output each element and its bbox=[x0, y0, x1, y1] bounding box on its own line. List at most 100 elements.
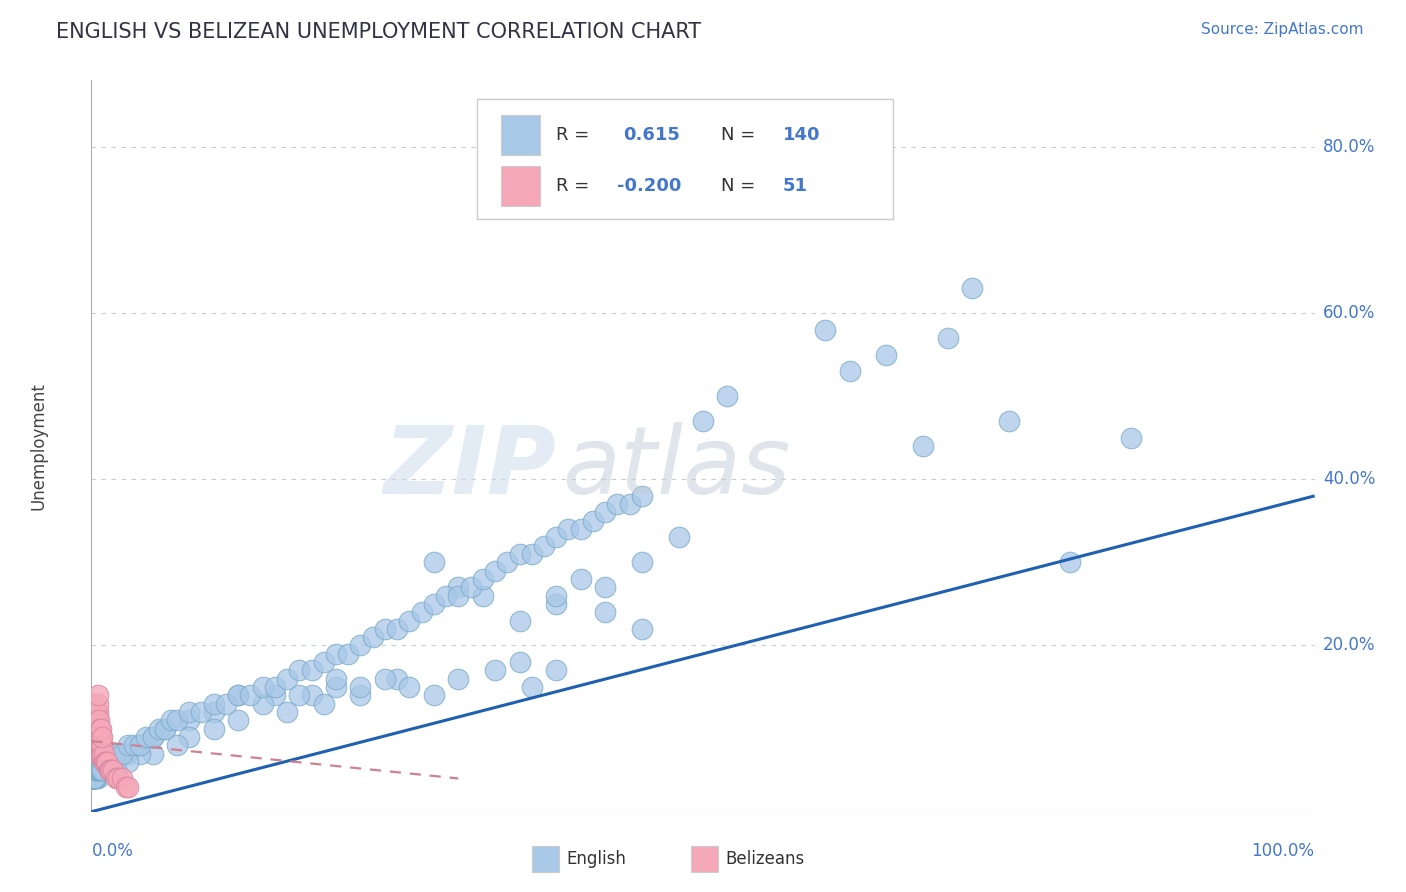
Point bbox=[998, 414, 1021, 428]
Point bbox=[93, 763, 115, 777]
Point bbox=[838, 364, 860, 378]
Point bbox=[90, 722, 112, 736]
Point bbox=[582, 514, 605, 528]
Point bbox=[179, 730, 201, 744]
Point bbox=[86, 772, 108, 786]
Point bbox=[96, 755, 118, 769]
Point bbox=[87, 763, 110, 777]
Point bbox=[87, 730, 110, 744]
Point bbox=[84, 697, 107, 711]
Point bbox=[104, 747, 127, 761]
Point bbox=[264, 680, 287, 694]
Point bbox=[84, 722, 107, 736]
Point bbox=[226, 689, 249, 703]
Text: ZIP: ZIP bbox=[384, 422, 557, 514]
Point bbox=[117, 747, 139, 761]
Text: R =: R = bbox=[557, 126, 589, 145]
Point bbox=[84, 705, 107, 719]
Point bbox=[91, 747, 114, 761]
Point bbox=[546, 589, 568, 603]
Point bbox=[84, 772, 107, 786]
Point bbox=[86, 697, 108, 711]
Point bbox=[912, 439, 935, 453]
Point bbox=[84, 705, 107, 719]
Point bbox=[86, 763, 108, 777]
Point bbox=[129, 738, 152, 752]
Point bbox=[89, 738, 111, 752]
Bar bbox=[531, 847, 558, 872]
Point bbox=[129, 738, 152, 752]
Point bbox=[593, 580, 616, 594]
Point bbox=[325, 680, 347, 694]
Point bbox=[460, 580, 482, 594]
Point bbox=[447, 580, 470, 594]
Point bbox=[90, 730, 112, 744]
Point bbox=[86, 738, 108, 752]
Point bbox=[148, 722, 170, 736]
Point bbox=[814, 323, 837, 337]
Point bbox=[84, 763, 107, 777]
Bar bbox=[501, 115, 540, 155]
Point bbox=[83, 772, 105, 786]
Point bbox=[82, 772, 104, 786]
Point bbox=[385, 672, 409, 686]
Point bbox=[103, 763, 125, 777]
Point bbox=[84, 714, 107, 728]
Bar bbox=[501, 166, 540, 206]
Point bbox=[84, 722, 107, 736]
Point bbox=[84, 772, 107, 786]
Point bbox=[90, 763, 112, 777]
Point bbox=[606, 497, 628, 511]
Point bbox=[619, 497, 641, 511]
Point bbox=[239, 689, 262, 703]
Point bbox=[325, 647, 347, 661]
Text: atlas: atlas bbox=[562, 423, 790, 514]
Point bbox=[117, 780, 139, 794]
Point bbox=[546, 530, 568, 544]
Point bbox=[484, 564, 506, 578]
Point bbox=[122, 738, 145, 752]
Point bbox=[93, 747, 115, 761]
Point bbox=[337, 647, 360, 661]
Point bbox=[276, 672, 298, 686]
Point bbox=[276, 705, 298, 719]
Point bbox=[83, 772, 105, 786]
Point bbox=[301, 689, 323, 703]
Point bbox=[374, 622, 396, 636]
Point bbox=[509, 547, 531, 561]
Point bbox=[82, 772, 104, 786]
Point bbox=[94, 755, 117, 769]
Point bbox=[179, 705, 201, 719]
Text: ENGLISH VS BELIZEAN UNEMPLOYMENT CORRELATION CHART: ENGLISH VS BELIZEAN UNEMPLOYMENT CORRELA… bbox=[56, 22, 702, 42]
Point bbox=[100, 763, 122, 777]
Point bbox=[129, 747, 152, 761]
Point bbox=[1059, 555, 1081, 569]
Point bbox=[631, 489, 654, 503]
Point bbox=[97, 755, 120, 769]
Point bbox=[104, 772, 127, 786]
Point bbox=[546, 664, 568, 678]
Point bbox=[411, 605, 433, 619]
Point bbox=[484, 664, 506, 678]
Point bbox=[86, 689, 108, 703]
Point bbox=[509, 655, 531, 669]
Point bbox=[84, 738, 107, 752]
Point bbox=[875, 347, 898, 362]
Point bbox=[160, 714, 183, 728]
Point bbox=[520, 680, 543, 694]
Point bbox=[668, 530, 690, 544]
Point bbox=[1121, 431, 1143, 445]
Point bbox=[252, 680, 274, 694]
Point bbox=[546, 597, 568, 611]
Point bbox=[87, 763, 110, 777]
Point bbox=[89, 747, 111, 761]
Point bbox=[94, 755, 117, 769]
Point bbox=[103, 747, 125, 761]
Point bbox=[104, 763, 127, 777]
Point bbox=[312, 655, 335, 669]
Bar bbox=[690, 847, 717, 872]
Point bbox=[349, 689, 371, 703]
Point bbox=[90, 747, 112, 761]
Point bbox=[86, 722, 108, 736]
Point bbox=[98, 763, 121, 777]
